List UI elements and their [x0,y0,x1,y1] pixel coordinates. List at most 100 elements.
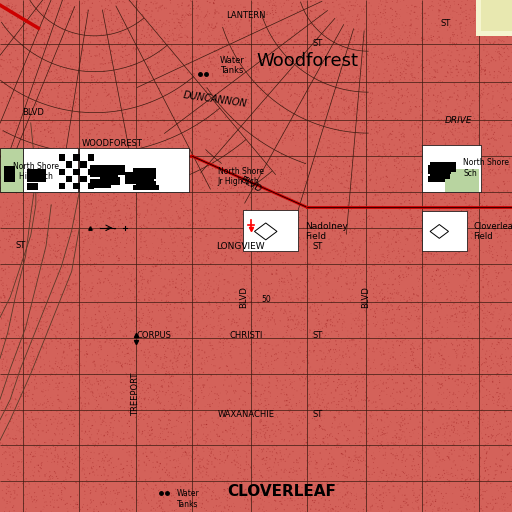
Point [310,302,318,310]
Point [460,123,468,131]
Point [357,296,366,304]
Point [99,106,107,114]
Point [410,249,418,257]
Point [65,146,73,154]
Point [272,266,281,274]
Point [67,178,75,186]
Point [411,31,419,39]
Point [479,109,487,117]
Point [0,385,8,393]
Point [289,0,297,7]
Point [474,304,482,312]
Point [382,385,391,393]
Point [97,74,105,82]
Point [156,177,164,185]
Point [0,224,6,232]
Point [198,337,206,345]
Point [291,72,299,80]
Point [160,307,168,315]
Point [265,126,273,134]
Point [433,66,441,74]
Point [296,156,304,164]
Point [83,314,91,322]
Point [495,53,503,61]
Point [389,26,397,34]
Point [136,4,144,12]
Point [500,71,508,79]
Point [478,25,486,33]
Point [244,178,252,186]
Point [305,132,313,140]
Point [355,15,364,23]
Point [43,92,51,100]
Point [22,34,30,42]
Point [329,322,337,330]
Point [42,348,51,356]
Point [169,456,178,464]
Point [338,472,347,480]
Point [438,184,446,192]
Point [455,150,463,158]
Point [0,150,7,158]
Point [255,282,263,290]
Point [4,286,12,294]
Point [333,156,342,164]
Point [260,148,268,157]
Point [216,222,224,230]
Point [130,330,138,338]
Point [107,11,115,19]
Point [396,319,404,327]
Point [295,225,303,233]
Point [162,461,170,469]
Polygon shape [430,224,449,238]
Point [121,192,129,200]
Point [8,380,16,389]
Point [507,437,512,445]
Point [418,330,426,338]
Point [132,182,140,190]
Point [67,324,75,332]
Point [18,256,27,264]
Point [292,399,301,408]
Point [132,73,140,81]
Point [288,484,296,493]
Point [461,223,469,231]
Point [470,215,478,223]
Point [373,50,381,58]
Point [400,172,409,180]
Point [232,208,241,216]
Point [372,313,380,321]
Point [33,384,41,392]
Point [189,384,198,392]
Point [103,73,112,81]
Point [27,473,35,481]
Point [345,463,353,472]
Point [456,445,464,454]
Point [314,492,322,500]
Point [461,297,470,305]
Point [191,220,200,228]
Point [190,70,198,78]
Point [356,265,365,273]
Point [492,256,500,264]
Point [197,16,205,24]
Point [501,94,509,102]
Point [402,304,410,312]
Point [11,396,19,404]
Point [415,63,423,72]
Point [6,263,14,271]
Point [4,0,12,5]
Point [382,410,391,418]
Point [463,456,472,464]
Point [401,406,410,414]
Point [496,182,504,190]
Point [439,455,447,463]
Point [387,450,395,458]
Point [360,127,369,135]
Point [459,295,467,303]
Point [284,322,292,330]
Point [120,84,128,93]
Point [147,273,155,281]
Point [257,215,265,223]
Point [131,319,139,327]
